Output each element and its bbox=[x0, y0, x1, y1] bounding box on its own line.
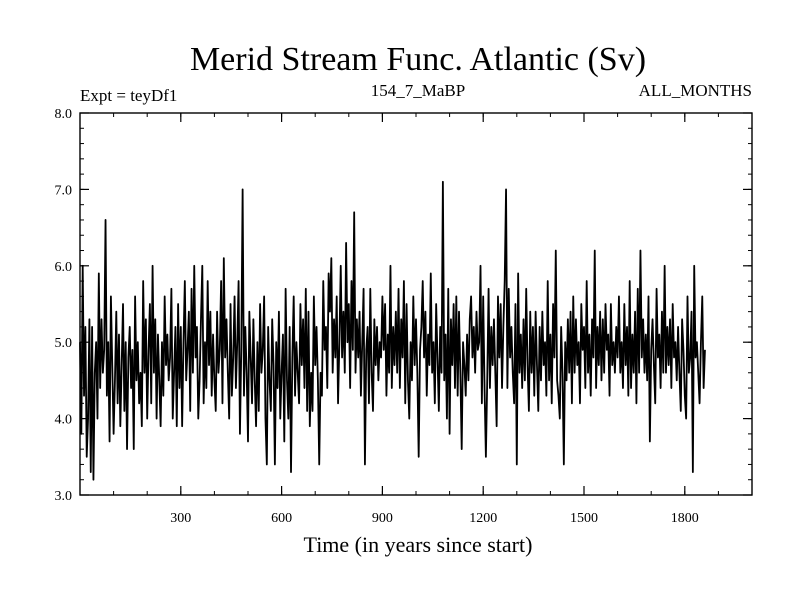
y-tick-label: 7.0 bbox=[55, 183, 73, 198]
x-tick-label: 600 bbox=[271, 511, 292, 526]
plot-frame bbox=[79, 112, 753, 496]
x-axis-label: Time (in years since start) bbox=[304, 532, 533, 557]
y-tick-label: 4.0 bbox=[55, 413, 73, 428]
y-tick-label: 6.0 bbox=[55, 260, 73, 275]
y-tick-label: 5.0 bbox=[55, 336, 73, 351]
season-label: ALL_MONTHS bbox=[639, 81, 752, 100]
x-tick-label: 1500 bbox=[570, 511, 598, 526]
x-tick-label: 300 bbox=[170, 511, 191, 526]
x-tick-label: 1800 bbox=[671, 511, 699, 526]
series-line bbox=[79, 180, 706, 481]
y-tick-label: 3.0 bbox=[55, 489, 73, 504]
chart-title: Merid Stream Func. Atlantic (Sv) bbox=[190, 41, 646, 78]
chart-subtitle: 154_7_MaBP bbox=[371, 81, 465, 100]
x-tick-label: 1200 bbox=[469, 511, 497, 526]
y-tick-label: 8.0 bbox=[55, 107, 73, 122]
x-tick-label: 900 bbox=[372, 511, 393, 526]
experiment-label: Expt = teyDf1 bbox=[80, 86, 177, 105]
